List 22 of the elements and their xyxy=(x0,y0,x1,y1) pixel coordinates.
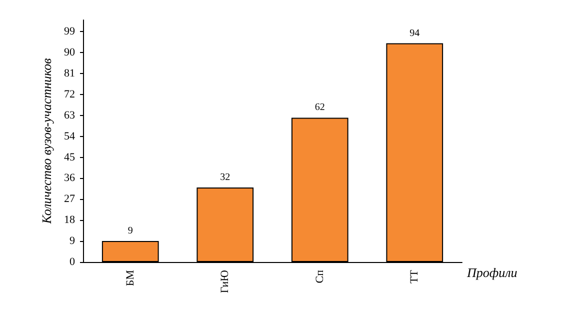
y-tick-label: 72 xyxy=(64,88,75,100)
x-tick-label: ТТ xyxy=(408,270,421,284)
x-axis-title: Профили xyxy=(466,265,518,280)
y-tick-label: 0 xyxy=(70,256,76,268)
data-label: 32 xyxy=(220,172,230,184)
y-tick-label: 81 xyxy=(64,68,75,80)
data-label: 62 xyxy=(314,102,325,114)
data-label: 94 xyxy=(410,28,420,39)
y-tick-label: 90 xyxy=(64,46,76,59)
data-label: 9 xyxy=(128,226,133,237)
y-tick-label: 63 xyxy=(64,109,76,122)
y-tick-label: 54 xyxy=(64,130,76,142)
y-tick-label: 27 xyxy=(64,193,76,206)
y-tick-label: 9 xyxy=(70,235,76,248)
y-tick-label: 99 xyxy=(64,26,76,38)
y-tick-label: 45 xyxy=(64,151,76,164)
x-tick-label: ГиЮ xyxy=(219,270,232,294)
x-tick-label: БМ xyxy=(124,270,136,286)
y-tick-label: 18 xyxy=(64,214,76,226)
y-axis-title: Количество вузов-участников xyxy=(39,58,54,225)
y-tick-label: 36 xyxy=(64,172,76,184)
x-tick-label: Сп xyxy=(314,270,326,284)
